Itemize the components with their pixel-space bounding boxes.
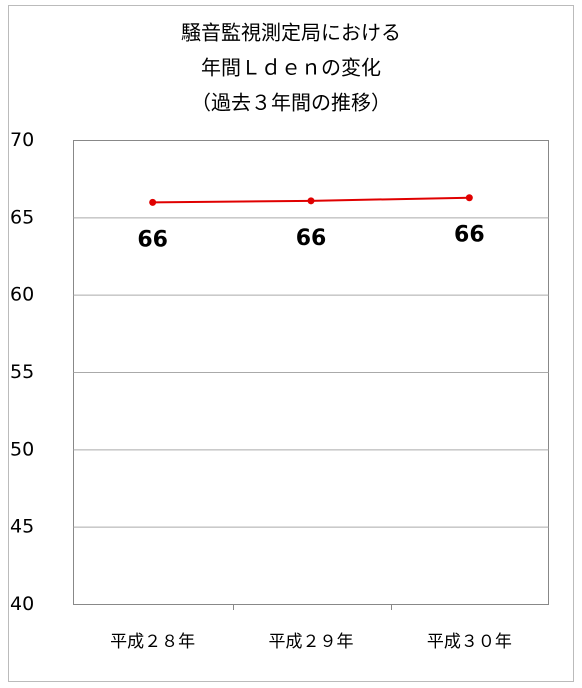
point: [307, 197, 315, 205]
point: [149, 198, 157, 206]
y-tick-label: 45: [10, 516, 34, 538]
x-tick-label: 平成２８年: [110, 632, 195, 652]
y-tick-label: 65: [10, 206, 34, 228]
y-tick-label: 55: [10, 361, 34, 383]
data-label: 66: [454, 223, 485, 248]
data-label: 66: [137, 227, 168, 252]
chart-title: 騒音監視測定局における: [181, 21, 401, 45]
data-label: 66: [296, 226, 327, 251]
point: [465, 194, 473, 202]
y-tick-label: 40: [10, 593, 34, 615]
x-tick-label: 平成２９年: [269, 632, 354, 652]
x-tick-label: 平成３０年: [427, 632, 512, 652]
y-tick-label: 60: [10, 284, 34, 306]
chart-title: 年間Ｌｄｅｎの変化: [201, 56, 381, 80]
y-tick-label: 50: [10, 438, 34, 460]
chart-title: （過去３年間の推移）: [191, 91, 391, 115]
y-tick-label: 70: [10, 129, 34, 151]
